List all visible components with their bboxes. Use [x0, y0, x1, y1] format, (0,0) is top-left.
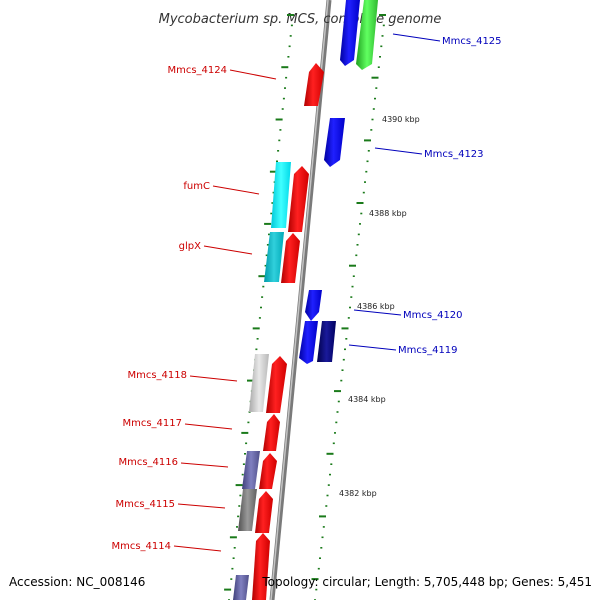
gene-arrow-mmcs-4114[interactable] [252, 533, 270, 600]
gene-arrow-fumc[interactable] [288, 166, 309, 232]
gene-arrow-mmcs-4118[interactable] [266, 356, 287, 413]
kbp-label-4382: 4382 kbp [339, 489, 377, 498]
map-title: Mycobacterium sp. MCS, complete genome [159, 12, 442, 27]
accession-text: Accession: NC_008146 [9, 575, 145, 589]
gene-arrow-mmcs-4115[interactable] [255, 491, 273, 533]
gene-label-mmcs-4118[interactable]: Mmcs_4118 [127, 370, 187, 381]
gene-block-light-gray [249, 354, 269, 412]
gene-arrow-mmcs-4120[interactable] [305, 290, 322, 321]
left-leader-lines [173, 69, 277, 552]
gene-label-mmcs-4114[interactable]: Mmcs_4114 [111, 541, 171, 552]
gene-arrow-mmcs-4117[interactable] [263, 414, 280, 451]
gene-block-bottom [233, 575, 249, 600]
kbp-label-4384: 4384 kbp [348, 395, 386, 404]
kbp-label-4388: 4388 kbp [369, 209, 407, 218]
gene-arrow-mmcs-4119[interactable] [317, 321, 336, 362]
gene-label-fumc[interactable]: fumC [183, 181, 210, 192]
gene-label-mmcs-4117[interactable]: Mmcs_4117 [122, 418, 182, 429]
gene-arrow-mmcs-4116[interactable] [259, 453, 277, 489]
gene-label-mmcs-4123[interactable]: Mmcs_4123 [424, 149, 484, 160]
gene-label-mmcs-4116[interactable]: Mmcs_4116 [118, 457, 178, 468]
gene-block-cyan [271, 162, 291, 228]
gene-arrow-glpx[interactable] [281, 233, 300, 283]
gene-arrow-mmcs-4120b [299, 321, 318, 364]
gene-label-mmcs-4119[interactable]: Mmcs_4119 [398, 345, 458, 356]
gene-label-mmcs-4120[interactable]: Mmcs_4120 [403, 310, 463, 321]
right-leader-lines [348, 33, 441, 351]
gene-block-purple [242, 451, 260, 489]
topology-text: Topology: circular; Length: 5,705,448 bp… [261, 575, 592, 589]
gene-block-green [356, 0, 378, 70]
gene-label-mmcs-4125[interactable]: Mmcs_4125 [442, 36, 502, 47]
gene-arrow-mmcs-4123[interactable] [324, 118, 345, 167]
gene-block-top-blue [340, 0, 360, 66]
kbp-label-4386: 4386 kbp [357, 302, 395, 311]
kbp-label-4390: 4390 kbp [382, 115, 420, 124]
gene-arrow-mmcs-4124[interactable] [304, 63, 324, 106]
gene-label-mmcs-4115[interactable]: Mmcs_4115 [115, 499, 175, 510]
genome-backbone [269, 0, 332, 600]
gene-label-mmcs-4124[interactable]: Mmcs_4124 [167, 65, 227, 76]
gene-block-teal [264, 232, 284, 282]
gene-block-dark-gray [238, 489, 257, 531]
gene-label-glpx[interactable]: glpX [179, 241, 201, 252]
